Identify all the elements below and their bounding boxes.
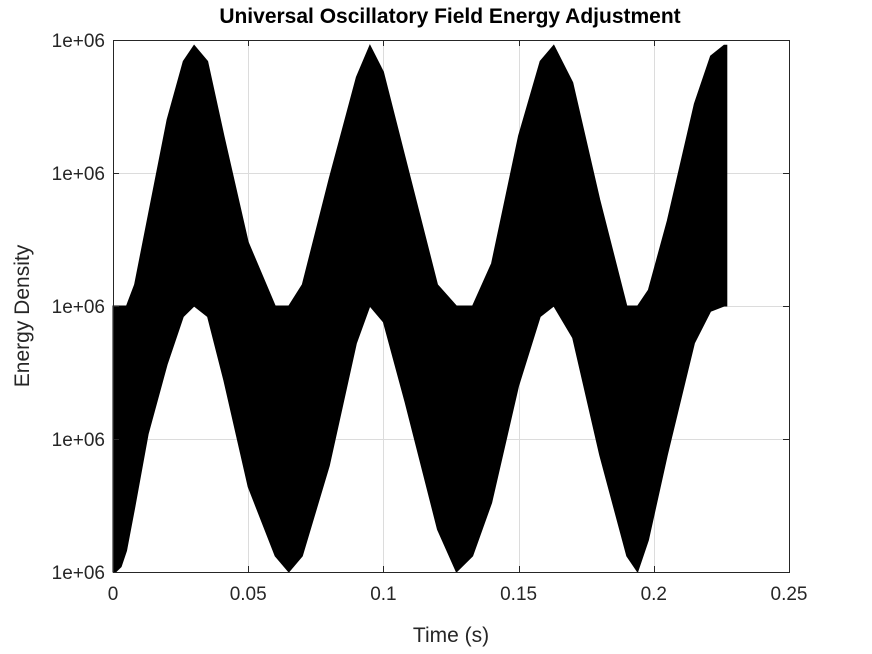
- y-tick-labels: 1e+06 1e+06 1e+06 1e+06 1e+06: [52, 31, 105, 584]
- energy-density-band: [112, 44, 728, 574]
- chart-title: Universal Oscillatory Field Energy Adjus…: [219, 5, 680, 28]
- x-axis-label: Time (s): [413, 624, 489, 647]
- y-tick-label: 1e+06: [52, 164, 105, 185]
- y-tick-label: 1e+06: [52, 430, 105, 451]
- x-tick-label: 0.1: [370, 584, 396, 605]
- x-tick-labels: 0 0.05 0.1 0.15 0.2 0.25: [108, 584, 808, 605]
- x-tick-label: 0.2: [641, 584, 667, 605]
- x-tick-label: 0.05: [230, 584, 267, 605]
- y-axis-label: Energy Density: [11, 244, 34, 387]
- y-tick-label: 1e+06: [52, 563, 105, 584]
- y-tick-label: 1e+06: [52, 31, 105, 52]
- x-tick-label: 0: [108, 584, 119, 605]
- tick-marks: [113, 40, 790, 573]
- data-layer: [112, 44, 728, 574]
- x-tick-label: 0.15: [500, 584, 537, 605]
- x-tick-label: 0.25: [771, 584, 808, 605]
- y-tick-label: 1e+06: [52, 297, 105, 318]
